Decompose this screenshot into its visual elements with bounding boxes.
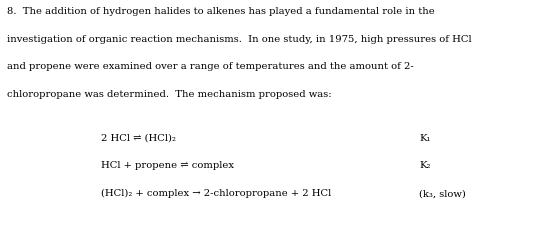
Text: HCl + propene ⇌ complex: HCl + propene ⇌ complex	[101, 161, 235, 170]
Text: (k₃, slow): (k₃, slow)	[419, 189, 466, 198]
Text: K₁: K₁	[419, 134, 431, 143]
Text: chloropropane was determined.  The mechanism proposed was:: chloropropane was determined. The mechan…	[7, 90, 332, 99]
Text: (HCl)₂ + complex → 2-chloropropane + 2 HCl: (HCl)₂ + complex → 2-chloropropane + 2 H…	[101, 189, 332, 198]
Text: 2 HCl ⇌ (HCl)₂: 2 HCl ⇌ (HCl)₂	[101, 134, 176, 143]
Text: and propene were examined over a range of temperatures and the amount of 2-: and propene were examined over a range o…	[7, 62, 414, 71]
Text: K₂: K₂	[419, 161, 431, 170]
Text: 8.  The addition of hydrogen halides to alkenes has played a fundamental role in: 8. The addition of hydrogen halides to a…	[7, 7, 435, 16]
Text: investigation of organic reaction mechanisms.  In one study, in 1975, high press: investigation of organic reaction mechan…	[7, 35, 472, 44]
